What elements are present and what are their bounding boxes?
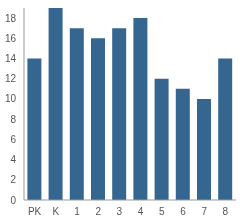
svg-text:2: 2 [10, 174, 16, 185]
svg-text:8: 8 [223, 206, 229, 217]
svg-text:8: 8 [10, 114, 16, 125]
svg-text:3: 3 [117, 206, 123, 217]
svg-text:2: 2 [95, 206, 101, 217]
svg-text:10: 10 [8, 93, 16, 104]
svg-text:5: 5 [159, 206, 165, 217]
svg-text:18: 18 [8, 13, 16, 24]
svg-text:4: 4 [138, 206, 144, 217]
svg-text:4: 4 [10, 154, 16, 165]
svg-text:1: 1 [74, 206, 80, 217]
svg-text:16: 16 [8, 33, 16, 44]
svg-text:0: 0 [10, 195, 16, 206]
svg-text:12: 12 [8, 73, 16, 84]
svg-text:K: K [52, 206, 59, 217]
svg-text:14: 14 [8, 53, 16, 64]
svg-text:6: 6 [180, 206, 186, 217]
svg-text:6: 6 [10, 134, 16, 145]
svg-text:PK: PK [28, 206, 42, 217]
svg-text:7: 7 [201, 206, 207, 217]
